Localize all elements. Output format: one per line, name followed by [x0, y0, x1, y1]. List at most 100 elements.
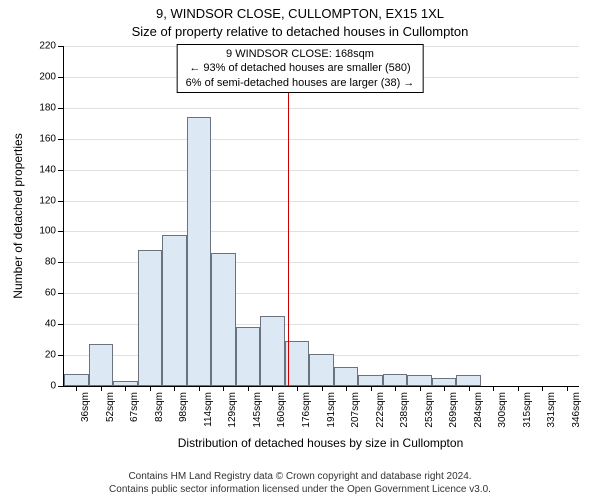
x-tick-label: 207sqm — [350, 392, 361, 428]
x-tick — [444, 386, 445, 391]
histogram-bar — [383, 374, 408, 386]
x-tick-label: 114sqm — [203, 392, 214, 427]
x-tick — [322, 386, 323, 391]
x-tick-label: 253sqm — [424, 392, 435, 428]
chart-container: 9, WINDSOR CLOSE, CULLOMPTON, EX15 1XL S… — [0, 0, 600, 500]
x-tick-label: 160sqm — [276, 392, 287, 428]
x-tick — [469, 386, 470, 391]
x-tick-label: 98sqm — [178, 392, 189, 422]
x-tick — [395, 386, 396, 391]
x-tick — [174, 386, 175, 391]
histogram-bar — [89, 344, 114, 386]
chart-title-main: 9, WINDSOR CLOSE, CULLOMPTON, EX15 1XL — [0, 6, 600, 21]
x-tick-label: 238sqm — [399, 392, 410, 428]
reference-line — [288, 46, 289, 386]
x-tick-label: 300sqm — [497, 392, 508, 428]
annotation-box: 9 WINDSOR CLOSE: 168sqm ← 93% of detache… — [177, 44, 424, 93]
y-tick-label: 100 — [39, 226, 56, 237]
histogram-bar — [309, 354, 334, 386]
histogram-bar — [456, 375, 481, 386]
y-tick — [58, 201, 64, 202]
x-tick-label: 145sqm — [252, 392, 263, 428]
annotation-line3: 6% of semi-detached houses are larger (3… — [186, 76, 415, 90]
x-tick-label: 52sqm — [105, 392, 116, 422]
x-tick-label: 284sqm — [473, 392, 484, 428]
y-tick — [58, 386, 64, 387]
y-tick-label: 20 — [45, 350, 56, 361]
x-tick — [223, 386, 224, 391]
y-tick-label: 160 — [39, 133, 56, 144]
histogram-bar — [260, 316, 285, 386]
x-tick — [76, 386, 77, 391]
x-tick-label: 67sqm — [129, 392, 140, 422]
y-tick — [58, 324, 64, 325]
annotation-line2: ← 93% of detached houses are smaller (58… — [186, 61, 415, 75]
gridline — [64, 201, 579, 202]
histogram-bar — [236, 327, 261, 386]
histogram-bar — [407, 375, 432, 386]
plot-area: 02040608010012014016018020022036sqm52sqm… — [63, 46, 579, 387]
y-tick — [58, 46, 64, 47]
x-tick-label: 176sqm — [301, 392, 312, 428]
y-tick — [58, 293, 64, 294]
x-tick — [101, 386, 102, 391]
gridline — [64, 139, 579, 140]
histogram-bar — [334, 367, 359, 386]
footer: Contains HM Land Registry data © Crown c… — [0, 470, 600, 496]
y-tick-label: 120 — [39, 195, 56, 206]
y-tick-label: 200 — [39, 71, 56, 82]
x-tick — [297, 386, 298, 391]
y-tick — [58, 231, 64, 232]
x-tick-label: 331sqm — [546, 392, 557, 428]
x-tick — [567, 386, 568, 391]
y-tick-label: 80 — [45, 257, 56, 268]
x-tick — [150, 386, 151, 391]
x-tick — [420, 386, 421, 391]
x-tick — [493, 386, 494, 391]
y-tick — [58, 262, 64, 263]
footer-line1: Contains HM Land Registry data © Crown c… — [0, 470, 600, 483]
x-tick — [248, 386, 249, 391]
y-tick-label: 40 — [45, 319, 56, 330]
x-tick-label: 222sqm — [375, 392, 386, 428]
x-tick-label: 36sqm — [80, 392, 91, 422]
y-tick — [58, 108, 64, 109]
histogram-bar — [138, 250, 163, 386]
gridline — [64, 108, 579, 109]
x-tick — [542, 386, 543, 391]
x-tick — [199, 386, 200, 391]
x-tick-label: 129sqm — [227, 392, 238, 428]
histogram-bar — [162, 235, 187, 386]
x-tick — [346, 386, 347, 391]
y-tick — [58, 139, 64, 140]
histogram-bar — [432, 378, 457, 386]
y-tick-label: 0 — [50, 381, 56, 392]
x-tick — [371, 386, 372, 391]
x-tick-label: 191sqm — [326, 392, 337, 428]
y-tick-label: 180 — [39, 102, 56, 113]
y-tick — [58, 77, 64, 78]
y-tick — [58, 355, 64, 356]
x-tick-label: 346sqm — [571, 392, 582, 428]
x-tick — [125, 386, 126, 391]
gridline — [64, 170, 579, 171]
y-tick-label: 220 — [39, 41, 56, 52]
y-tick — [58, 170, 64, 171]
x-axis-label: Distribution of detached houses by size … — [63, 436, 578, 450]
y-axis-label: Number of detached properties — [11, 133, 25, 298]
y-tick-label: 60 — [45, 288, 56, 299]
x-tick-label: 269sqm — [448, 392, 459, 428]
x-tick-label: 83sqm — [154, 392, 165, 422]
histogram-bar — [358, 375, 383, 386]
gridline — [64, 231, 579, 232]
x-tick — [272, 386, 273, 391]
histogram-bar — [211, 253, 236, 386]
footer-line2: Contains public sector information licen… — [0, 483, 600, 496]
annotation-line1: 9 WINDSOR CLOSE: 168sqm — [186, 47, 415, 61]
histogram-bar — [64, 374, 89, 386]
chart-title-sub: Size of property relative to detached ho… — [0, 24, 600, 39]
x-tick-label: 315sqm — [522, 392, 533, 428]
x-tick — [518, 386, 519, 391]
y-tick-label: 140 — [39, 164, 56, 175]
histogram-bar — [187, 117, 212, 386]
